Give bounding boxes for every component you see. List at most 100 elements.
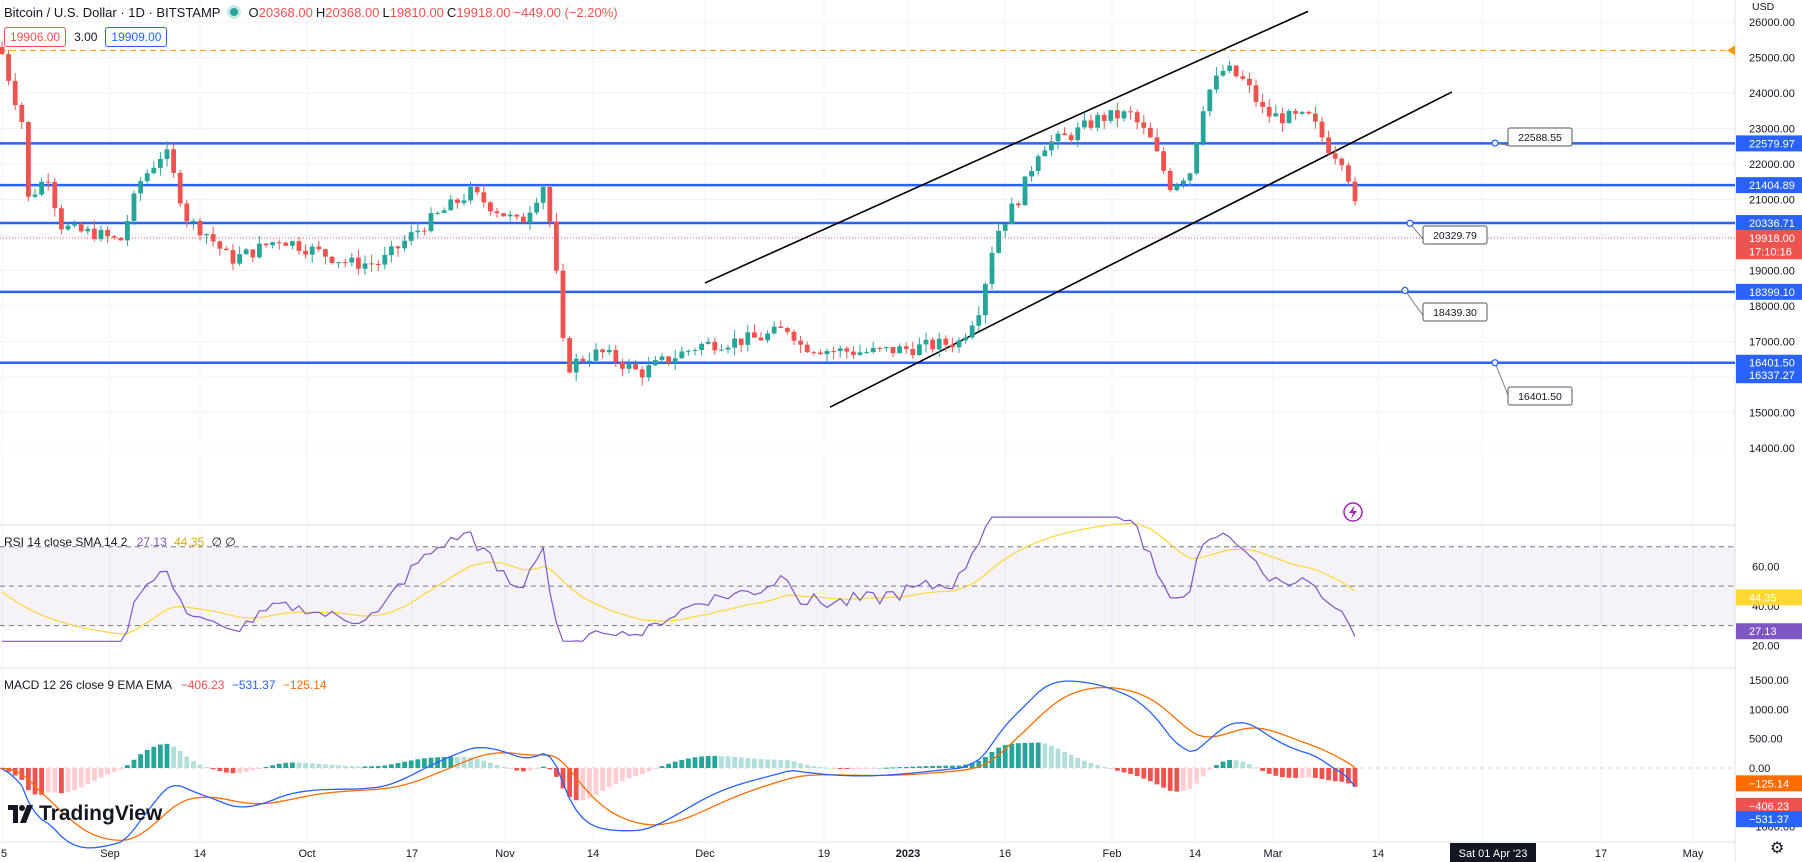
macd-histogram-bar [323, 764, 328, 768]
rsi-line [2, 516, 1356, 642]
price-badge [1736, 367, 1802, 384]
candle-body [547, 187, 553, 222]
macd-histogram-bar [831, 768, 836, 769]
macd-histogram-bar [1260, 768, 1265, 771]
price-badge-text: 19918.00 [1749, 233, 1795, 245]
candle-body [164, 149, 170, 159]
price-badge-text: 17:10:16 [1749, 246, 1792, 258]
rsi-sma-badge [1736, 589, 1802, 606]
macd-histogram-bar [263, 766, 269, 768]
macd-histogram-bar [534, 768, 539, 769]
macd-histogram-bar [613, 768, 619, 784]
macd-histogram-bar [705, 756, 711, 768]
price-axis-label: 24000.00 [1749, 88, 1795, 100]
candle-body [877, 347, 883, 349]
time-axis-label: 19 [818, 848, 830, 860]
settings-gear-icon[interactable]: ⚙ [1770, 840, 1785, 857]
macd-histogram-bar [78, 768, 84, 788]
symbol-title[interactable]: Bitcoin / U.S. Dollar · 1D · BITSTAMP [4, 4, 221, 20]
channel-lower-line[interactable] [829, 91, 1453, 408]
macd-histogram-bar [1167, 768, 1173, 791]
horizontal-levels[interactable] [0, 142, 1735, 364]
ask-button[interactable]: 19909.00 [105, 27, 168, 47]
macd-histogram-bar [884, 767, 889, 769]
price-axis[interactable]: USD 26000.00 25000.00 24000.00 23000.00 22000… [1736, 0, 1802, 862]
macd-histogram-bar [1148, 768, 1153, 782]
macd-legend[interactable]: MACD 12 26 close 9 EMA EMA −406.23 −531.… [4, 678, 327, 692]
candle-body [1280, 113, 1285, 124]
macd-histogram-bar [771, 759, 777, 768]
candle-body [448, 199, 454, 211]
candle-body [804, 344, 810, 353]
macd-histogram-bar [1088, 762, 1094, 768]
macd-histogram-bar [633, 768, 638, 777]
candle-body [521, 216, 526, 223]
callout-box[interactable] [1422, 225, 1488, 245]
candle-body [131, 193, 137, 222]
macd-histogram-bar [408, 760, 414, 768]
price-callouts[interactable]: 22588.55 20329.79 18439.30 16401.50 [1343, 127, 1573, 522]
candle-body [1161, 151, 1166, 171]
trend-channel[interactable] [704, 10, 1453, 408]
callout-box[interactable] [1507, 127, 1573, 147]
candle-body [527, 212, 533, 223]
macd-histogram-bar [1207, 768, 1213, 770]
tradingview-logo[interactable]: TradingView [8, 802, 162, 826]
candle-body [1313, 113, 1318, 122]
candle-body [98, 229, 104, 240]
candle-body [554, 221, 559, 271]
candle-body [606, 349, 612, 353]
close-value: 19918.00 [456, 4, 511, 20]
candle-body [1352, 181, 1358, 202]
low-key: L [382, 4, 390, 20]
macd-hist-badge-text: −406.23 [1749, 801, 1789, 813]
macd-histogram-bar [309, 763, 315, 768]
candle-body [290, 241, 295, 246]
macd-histogram-bar [1240, 761, 1246, 768]
time-axis-label: 16 [999, 848, 1011, 860]
rsi-value: 27.13 [136, 535, 167, 549]
macd-pane [0, 680, 1735, 849]
macd-histogram-bar [144, 749, 150, 768]
price-axis-label: 17000.00 [1749, 337, 1795, 349]
macd-histogram-bar [52, 768, 58, 793]
channel-upper-line[interactable] [704, 10, 1309, 284]
price-axis-label: 14000.00 [1749, 443, 1795, 455]
callout-box[interactable] [1507, 386, 1573, 406]
candle-body [686, 350, 691, 352]
candle-body [514, 214, 520, 217]
candle-body [1128, 111, 1133, 113]
macd-histogram-bar [1022, 742, 1028, 768]
bid-button[interactable]: 19906.00 [4, 27, 67, 47]
high-value: 20368.00 [325, 4, 380, 20]
candle-body [626, 363, 632, 369]
callout-box[interactable] [1422, 302, 1488, 322]
macd-histogram-bar [177, 751, 183, 768]
macd-histogram-bar [646, 768, 652, 772]
time-axis[interactable]: 5 Sep 14 Oct 17 Nov 14 Dec 19 2023 16 Feb 14 Mar 14 Sat… [1, 843, 1704, 862]
candle-body [1049, 141, 1054, 151]
macd-histogram-bar [1055, 748, 1061, 768]
time-axis-label: 14 [1372, 848, 1384, 860]
macd-histogram-bar [98, 768, 104, 778]
macd-histogram-bar [481, 760, 487, 768]
price-axis-label: 19000.00 [1749, 266, 1795, 278]
macd-histogram-bar [857, 768, 863, 769]
macd-histogram-bar [1115, 768, 1120, 771]
candle-body [1029, 171, 1034, 177]
macd-histogram-bar [943, 765, 949, 768]
candle-body [362, 263, 368, 269]
macd-histogram-bar [1042, 743, 1048, 768]
macd-histogram-bar [620, 768, 625, 781]
macd-line [1, 680, 1356, 849]
rsi-legend[interactable]: RSI 14 close SMA 14 2 27.13 44.35 ∅ ∅ [4, 535, 236, 549]
macd-histogram-bar [593, 768, 599, 795]
rsi-sma-badge-text: 44.35 [1749, 592, 1777, 604]
candle-body [1075, 127, 1081, 141]
price-axis-label: 18000.00 [1749, 301, 1795, 313]
macd-histogram-bar [1200, 768, 1206, 777]
candle-body [375, 263, 381, 265]
macd-histogram-bar [125, 765, 130, 768]
candle-body [646, 365, 652, 378]
